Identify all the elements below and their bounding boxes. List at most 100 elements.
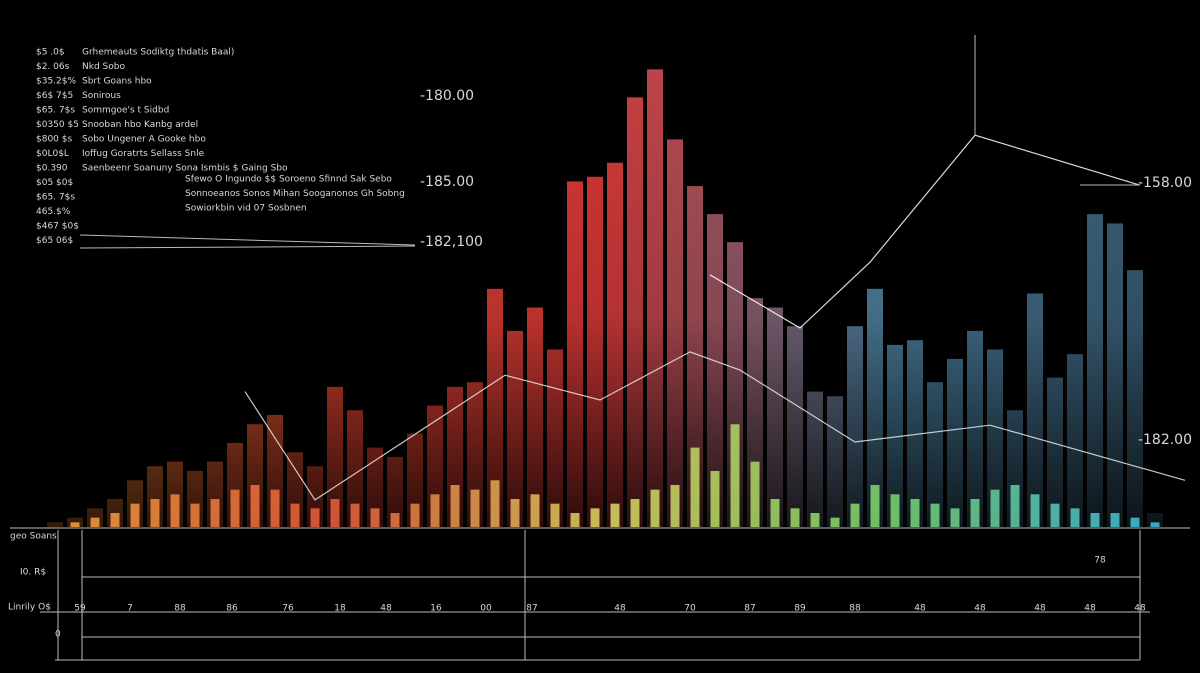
bar (1030, 494, 1040, 527)
bottom-label: 48 (1084, 604, 1096, 614)
legend-value: $0L0$L (36, 149, 69, 159)
annotation: -180.00 (420, 88, 474, 104)
annotation: -185.00 (420, 174, 474, 190)
bar (950, 508, 960, 527)
side-label: geo Soans (10, 532, 57, 542)
bottom-label: 48 (974, 604, 986, 614)
bottom-label: 48 (1034, 604, 1046, 614)
fade-overlay (0, 60, 1200, 530)
legend-value: $0350 $5 (36, 120, 79, 130)
bar (710, 470, 720, 527)
bar (570, 512, 580, 527)
bar (810, 512, 820, 527)
bottom-label: 78 (1094, 556, 1106, 566)
bar (1090, 512, 1100, 527)
bar (1010, 484, 1020, 527)
bar (250, 484, 260, 527)
side-label: 0 (55, 630, 61, 640)
bar (70, 522, 80, 527)
bar (530, 494, 540, 527)
bottom-label: 88 (174, 604, 186, 614)
legend-value: 465.$% (36, 207, 71, 217)
bar (90, 517, 100, 527)
leader-line (79, 234, 416, 246)
legend-value: $800 $s (36, 135, 72, 145)
bar (1050, 503, 1060, 527)
legend-desc: Sfewo O Ingundo $$ Soroeno Sfinnd Sak Se… (185, 175, 392, 185)
bar (830, 517, 840, 527)
legend-value: $5 .0$ (36, 48, 65, 58)
bottom-label: 48 (914, 604, 926, 614)
bar (1110, 512, 1120, 527)
bar (870, 484, 880, 527)
bottom-label: 48 (380, 604, 392, 614)
leader-line (79, 245, 416, 249)
bar (590, 508, 600, 527)
bottom-grid (10, 35, 1190, 661)
legend-value: $05 $0$ (36, 178, 73, 188)
bar (970, 498, 980, 527)
bottom-label: 59 (74, 604, 86, 614)
bottom-label: 70 (684, 604, 696, 614)
legend-value: $6$ 7$5 (36, 91, 73, 101)
annotation: -182,100 (420, 234, 483, 250)
bottom-label: 86 (226, 604, 238, 614)
bar (290, 503, 300, 527)
bar (470, 489, 480, 527)
bottom-label: 48 (614, 604, 626, 614)
bar (1150, 522, 1160, 527)
bar (630, 498, 640, 527)
bar (170, 494, 180, 527)
bar (770, 498, 780, 527)
bar (850, 503, 860, 527)
bar (730, 424, 740, 527)
bottom-label: 76 (282, 604, 294, 614)
bar (210, 498, 220, 527)
bar (110, 512, 120, 527)
legend-desc: Nkd Sobo (82, 62, 125, 72)
side-label: I0. R$ (20, 568, 46, 578)
bar (890, 494, 900, 527)
bar (230, 489, 240, 527)
bottom-label: 87 (744, 604, 755, 614)
bar (370, 508, 380, 527)
bar (350, 503, 360, 527)
legend-desc: Sobo Ungener A Gooke hbo (82, 135, 206, 145)
legend-desc: Sbrt Goans hbo (82, 77, 152, 87)
legend-desc: Snooban hbo Kanbg ardel (82, 120, 198, 130)
bottom-label: 48 (1134, 604, 1146, 614)
line (244, 351, 1186, 501)
bar (430, 494, 440, 527)
legend-desc: Saenbeenr Soanuny Sona Ismbis $ Gaing Sb… (82, 164, 288, 174)
texts: -180.00 -185.00 -182,100 -158.00 -182.00 $5 .… (8, 48, 1192, 640)
legend-value: $65. 7$s (36, 106, 75, 116)
legend-value: $467 $0$ (36, 222, 79, 232)
bar (690, 447, 700, 527)
legend-value: $65 06$ (36, 236, 73, 246)
bottom-label: 88 (849, 604, 861, 614)
bar (650, 489, 660, 527)
bar (930, 503, 940, 527)
bar (390, 512, 400, 527)
legend-desc: Sonirous (82, 91, 121, 101)
bar (790, 508, 800, 527)
bar (990, 489, 1000, 527)
bottom-label: 00 (480, 604, 492, 614)
legend-value: $65. 7$s (36, 193, 75, 203)
bar (1130, 517, 1140, 527)
lines (244, 134, 1186, 501)
bar (610, 503, 620, 527)
bar (750, 461, 760, 527)
bar (450, 484, 460, 527)
line (709, 134, 1141, 329)
legend-value: $0.390 (36, 164, 68, 174)
bars-front (70, 424, 1160, 527)
bottom-label: 7 (127, 604, 133, 614)
bar (130, 503, 140, 527)
bottom-label: 87 (526, 604, 537, 614)
annotation: -182.00 (1138, 432, 1192, 448)
legend-desc: Ioffug Goratrts Sellass Snle (82, 149, 205, 159)
bar (510, 498, 520, 527)
side-label: Linrily O$ (8, 603, 51, 613)
